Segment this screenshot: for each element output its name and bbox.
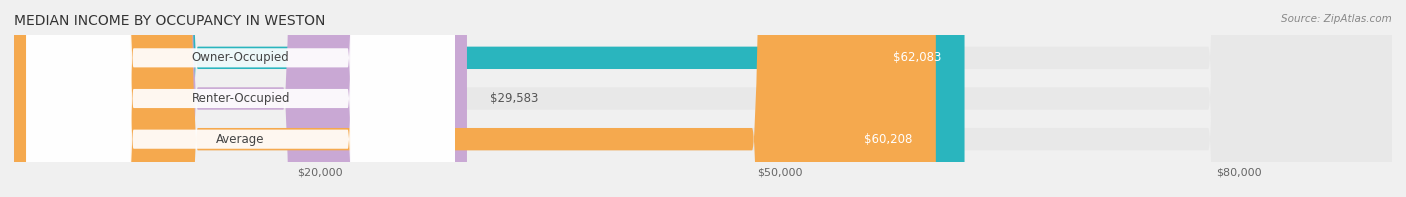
Text: $29,583: $29,583	[489, 92, 538, 105]
FancyBboxPatch shape	[27, 0, 456, 197]
Text: Source: ZipAtlas.com: Source: ZipAtlas.com	[1281, 14, 1392, 24]
FancyBboxPatch shape	[14, 0, 1392, 197]
Text: $62,083: $62,083	[893, 51, 942, 64]
Text: $60,208: $60,208	[865, 133, 912, 146]
Text: Renter-Occupied: Renter-Occupied	[191, 92, 290, 105]
FancyBboxPatch shape	[14, 0, 467, 197]
FancyBboxPatch shape	[27, 0, 456, 197]
FancyBboxPatch shape	[14, 0, 965, 197]
Text: Owner-Occupied: Owner-Occupied	[191, 51, 290, 64]
FancyBboxPatch shape	[14, 0, 936, 197]
FancyBboxPatch shape	[14, 0, 1392, 197]
Text: MEDIAN INCOME BY OCCUPANCY IN WESTON: MEDIAN INCOME BY OCCUPANCY IN WESTON	[14, 14, 325, 28]
FancyBboxPatch shape	[27, 0, 456, 197]
FancyBboxPatch shape	[14, 0, 1392, 197]
Text: Average: Average	[217, 133, 264, 146]
